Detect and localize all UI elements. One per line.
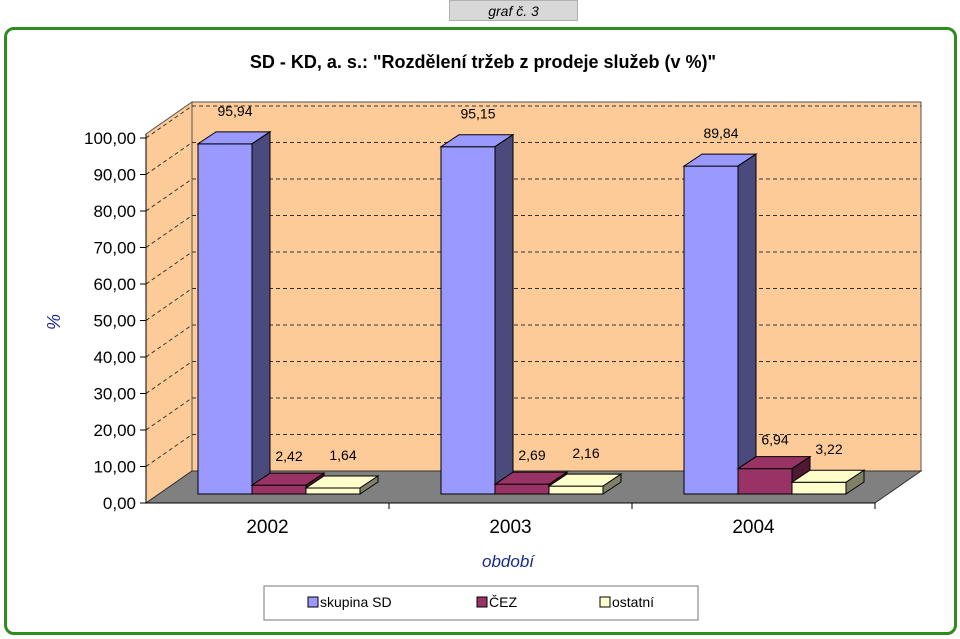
legend-label: ČEZ [489,594,517,610]
legend-label: skupina SD [320,594,392,610]
bar-side [251,130,271,495]
chart-back-wall [191,101,922,472]
y-tick-label: 20,00 [93,421,136,440]
bar [494,483,550,495]
x-tick-label: 2002 [246,517,288,538]
bar [791,481,847,495]
bar [251,484,307,495]
bar-side [494,133,514,495]
legend-swatch [307,596,319,608]
bar [440,146,496,495]
y-tick-label: 0,00 [103,494,136,513]
x-tick-label: 2003 [489,517,531,538]
bar [683,165,739,495]
bar-side [602,473,622,495]
bar-value-label-other: 1,64 [329,447,356,463]
chart-frame [4,27,957,635]
gridline-side [145,288,193,321]
sheet-tab[interactable]: graf č. 3 [449,0,578,21]
y-tick-label: 30,00 [93,385,136,404]
x-tick-label: 2004 [732,517,775,538]
gridline-side [145,105,193,139]
gridline-side [145,397,193,431]
legend-swatch [599,596,611,608]
gridline-side [145,361,193,394]
bar-value-label-sd: 95,15 [460,106,495,122]
chart-side-wall [145,101,193,504]
bar-value-label-sd: 89,84 [703,125,738,141]
bar [305,487,361,495]
y-axis-label: % [44,314,64,330]
bar-side [845,469,865,495]
bar-value-label-cez: 6,94 [761,432,788,448]
legend-label: ostatní [612,594,654,610]
bar-value-label-other: 2,16 [572,445,599,461]
gridline-side [145,251,193,285]
bar-side [737,153,757,495]
y-tick-label: 50,00 [93,312,136,331]
gridline-side [145,434,193,467]
bar-value-label-cez: 2,69 [518,447,545,463]
bar-side [359,475,379,495]
y-tick-label: 10,00 [93,458,136,477]
legend-swatch [476,596,488,608]
gridline-side [145,324,193,358]
y-tick-label: 60,00 [93,275,136,294]
bar-value-label-sd: 95,94 [217,103,252,119]
bar [548,485,604,495]
y-tick-label: 70,00 [93,239,136,258]
y-tick-label: 90,00 [93,166,136,185]
gridline-side [145,178,193,212]
bar-value-label-cez: 2,42 [275,448,302,464]
x-axis-label: období [482,552,536,571]
gridline-side [145,215,193,248]
bar [197,143,253,495]
y-tick-label: 40,00 [93,348,136,367]
chart-title: SD - KD, a. s.: "Rozdělení tržeb z prode… [250,52,716,72]
y-tick-label: 100,00 [84,129,136,148]
gridline-side [145,142,193,175]
bar-value-label-other: 3,22 [815,441,842,457]
bar [737,468,793,495]
y-tick-label: 80,00 [93,202,136,221]
